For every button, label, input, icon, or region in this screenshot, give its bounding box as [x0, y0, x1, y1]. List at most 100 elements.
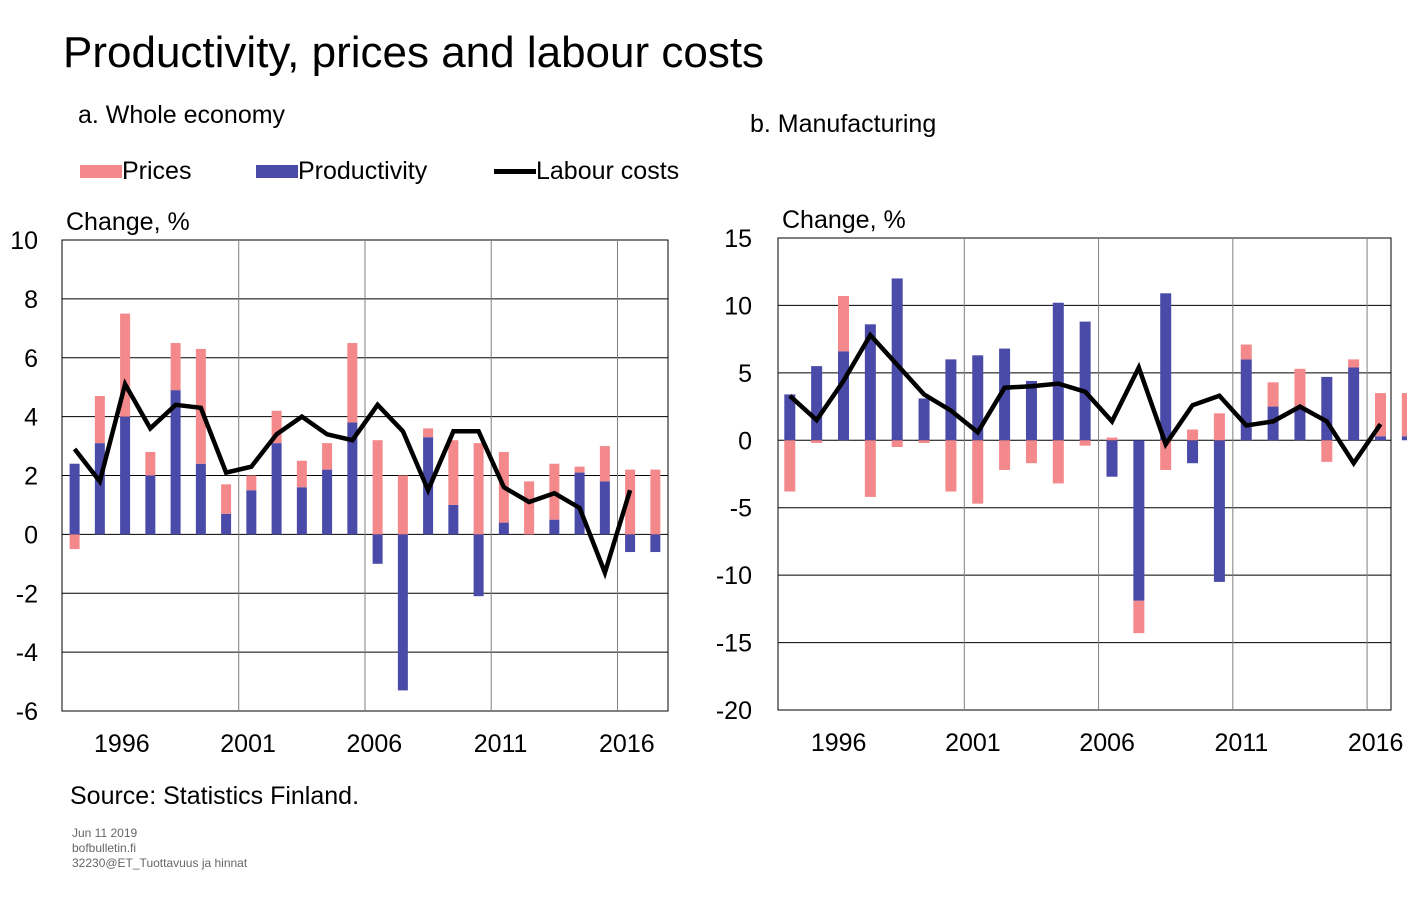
panel-b-x-tick-label: 2016	[1348, 729, 1404, 757]
panel-b-bar-productivity-1997	[838, 351, 849, 441]
panel-b-bar-prices-2012	[1240, 344, 1252, 360]
panel-b-bar-productivity-2008	[1133, 440, 1145, 601]
panel-a-bar-prices-2009	[423, 428, 434, 438]
panel-a-bar-prices-2001	[221, 484, 232, 514]
panel-b-plot-area	[777, 237, 1392, 711]
panel-a-bar-prices-2003	[271, 410, 282, 444]
panel-a-y-tick-label: 8	[24, 286, 38, 314]
panel-b-x-tick-label: 2006	[1079, 729, 1135, 757]
panel-a-title: a. Whole economy	[78, 101, 286, 129]
panel-a-bar-productivity-2006	[347, 422, 358, 535]
legend: Prices Productivity Labour costs	[80, 157, 720, 189]
panel-b-bar-prices-2018	[1401, 393, 1407, 437]
panel-a-bar-prices-2004	[296, 460, 307, 488]
panel-b-bar-productivity-2010	[1187, 440, 1199, 464]
legend-label-labour-costs: Labour costs	[536, 157, 680, 185]
panel-b-bar-prices-2004	[1025, 440, 1037, 464]
panel-a-y-tick-label: 0	[24, 521, 38, 549]
panel-a-bar-productivity-1996	[94, 443, 105, 535]
panel-b-bar-productivity-1995	[784, 394, 796, 441]
chart-title: Productivity, prices and labour costs	[63, 28, 765, 77]
panel-a-bar-prices-2018	[650, 469, 661, 535]
panel-b-bar-productivity-1996	[811, 366, 823, 441]
panel-a-bar-productivity-2012	[498, 522, 509, 535]
panel-b-x-tick-label: 1996	[811, 729, 867, 757]
panel-b-bar-prices-2003	[999, 440, 1011, 470]
panel-b-y-tick-label: 10	[724, 292, 752, 320]
panel-a-bar-productivity-2005	[322, 469, 333, 535]
panel-a-bar-prices-2017	[625, 469, 636, 535]
panel-a-bar-productivity-2007	[372, 534, 383, 564]
legend-item-productivity: Productivity	[256, 157, 427, 186]
panel-b-y-tick-label: 5	[738, 360, 752, 388]
panel-b-bar-prices-1995	[784, 440, 796, 492]
panel-b-bar-productivity-2009	[1160, 293, 1172, 441]
panel-a-bar-productivity-1997	[120, 416, 131, 535]
panel-a-bar-productivity-2015	[574, 472, 585, 535]
panel-a-x-tick-label: 2011	[474, 730, 528, 758]
panel-a-bar-prices-1995	[69, 534, 80, 550]
panel-a-bar-productivity-2002	[246, 490, 257, 535]
panel-a-bar-productivity-2001	[221, 513, 232, 535]
panel-a-bar-prices-2005	[322, 443, 333, 470]
panel-b-x-tick-label: 2011	[1215, 729, 1269, 757]
legend-swatch-productivity	[256, 165, 298, 178]
panel-b-bar-prices-2006	[1079, 440, 1091, 446]
panel-b-y-tick-label: -15	[716, 630, 752, 658]
panel-b-bar-productivity-2003	[999, 348, 1011, 441]
panel-a-y-tick-label: -4	[16, 639, 38, 667]
panel-b-bar-productivity-2004	[1025, 380, 1037, 441]
panel-a-bar-productivity-2008	[397, 534, 408, 691]
panel-a-bar-prices-2007	[372, 440, 383, 535]
panel-b-bar-productivity-2006	[1079, 321, 1091, 441]
panel-a-bar-prices-2010	[448, 440, 459, 505]
panel-a-bar-prices-2006	[347, 343, 358, 423]
panel-b-y-tick-label: 15	[724, 225, 752, 253]
panel-b-bar-prices-1998	[864, 440, 876, 497]
panel-b-bar-prices-2002	[972, 440, 984, 504]
source-note: Source: Statistics Finland.	[70, 782, 360, 810]
legend-swatch-prices	[80, 165, 122, 178]
panel-a-bar-prices-1998	[145, 451, 156, 476]
legend-label-productivity: Productivity	[298, 157, 428, 185]
panel-b-bar-prices-2010	[1187, 429, 1199, 441]
panel-b-bar-prices-2013	[1267, 382, 1279, 407]
panel-b-x-tick-label: 2001	[945, 729, 1001, 757]
panel-a-bar-productivity-2016	[599, 481, 610, 535]
panel-b-bar-productivity-2011	[1213, 440, 1225, 582]
panel-b-bar-prices-2000	[918, 440, 930, 443]
panel-b-bar-productivity-2018	[1401, 436, 1407, 441]
panel-a-bar-productivity-2003	[271, 443, 282, 535]
footer-date: Jun 11 2019	[72, 826, 138, 840]
panel-a-y-tick-label: -2	[16, 580, 38, 608]
panel-b-bar-prices-2001	[945, 440, 957, 492]
panel-a-y-tick-label: -6	[16, 698, 38, 726]
panel-a-bar-productivity-1999	[170, 390, 181, 535]
panel-b-bar-prices-1997	[838, 295, 849, 352]
panel-a-y-tick-label: 6	[24, 345, 38, 373]
panel-b-title: b. Manufacturing	[750, 110, 937, 138]
panel-b-bar-prices-1996	[811, 440, 823, 443]
panel-b-bar-productivity-2015	[1321, 376, 1333, 441]
panel-a-bar-prices-1997	[120, 313, 131, 417]
panel-a-bar-prices-2013	[524, 481, 535, 535]
panel-b-bar-prices-2007	[1106, 437, 1118, 441]
panel-b-y-tick-label: -10	[716, 562, 752, 590]
panel-b-y-tick-label: 0	[738, 427, 752, 455]
panel-a-bar-productivity-2011	[473, 534, 484, 597]
footer-code: 32230@ET_Tuottavuus ja hinnat	[72, 856, 248, 870]
panel-b-bar-prices-2014	[1294, 368, 1306, 407]
panel-b-bar-productivity-2005	[1052, 302, 1064, 441]
panel-a-bar-prices-1996	[94, 396, 105, 444]
panel-a-bar-productivity-1995	[69, 463, 80, 535]
legend-label-prices: Prices	[122, 157, 192, 185]
panel-a-bar-productivity-2018	[650, 534, 661, 553]
panel-a-x-tick-label: 2006	[347, 730, 403, 758]
panel-a-bar-productivity-2000	[195, 463, 206, 535]
panel-b-bar-productivity-1998	[864, 324, 876, 441]
panel-a-y-axis-label: Change, %	[66, 208, 190, 236]
footer-site: bofbulletin.fi	[72, 841, 137, 855]
panel-a-bar-prices-2015	[574, 466, 585, 473]
panel-b-bar-productivity-2000	[918, 398, 930, 441]
